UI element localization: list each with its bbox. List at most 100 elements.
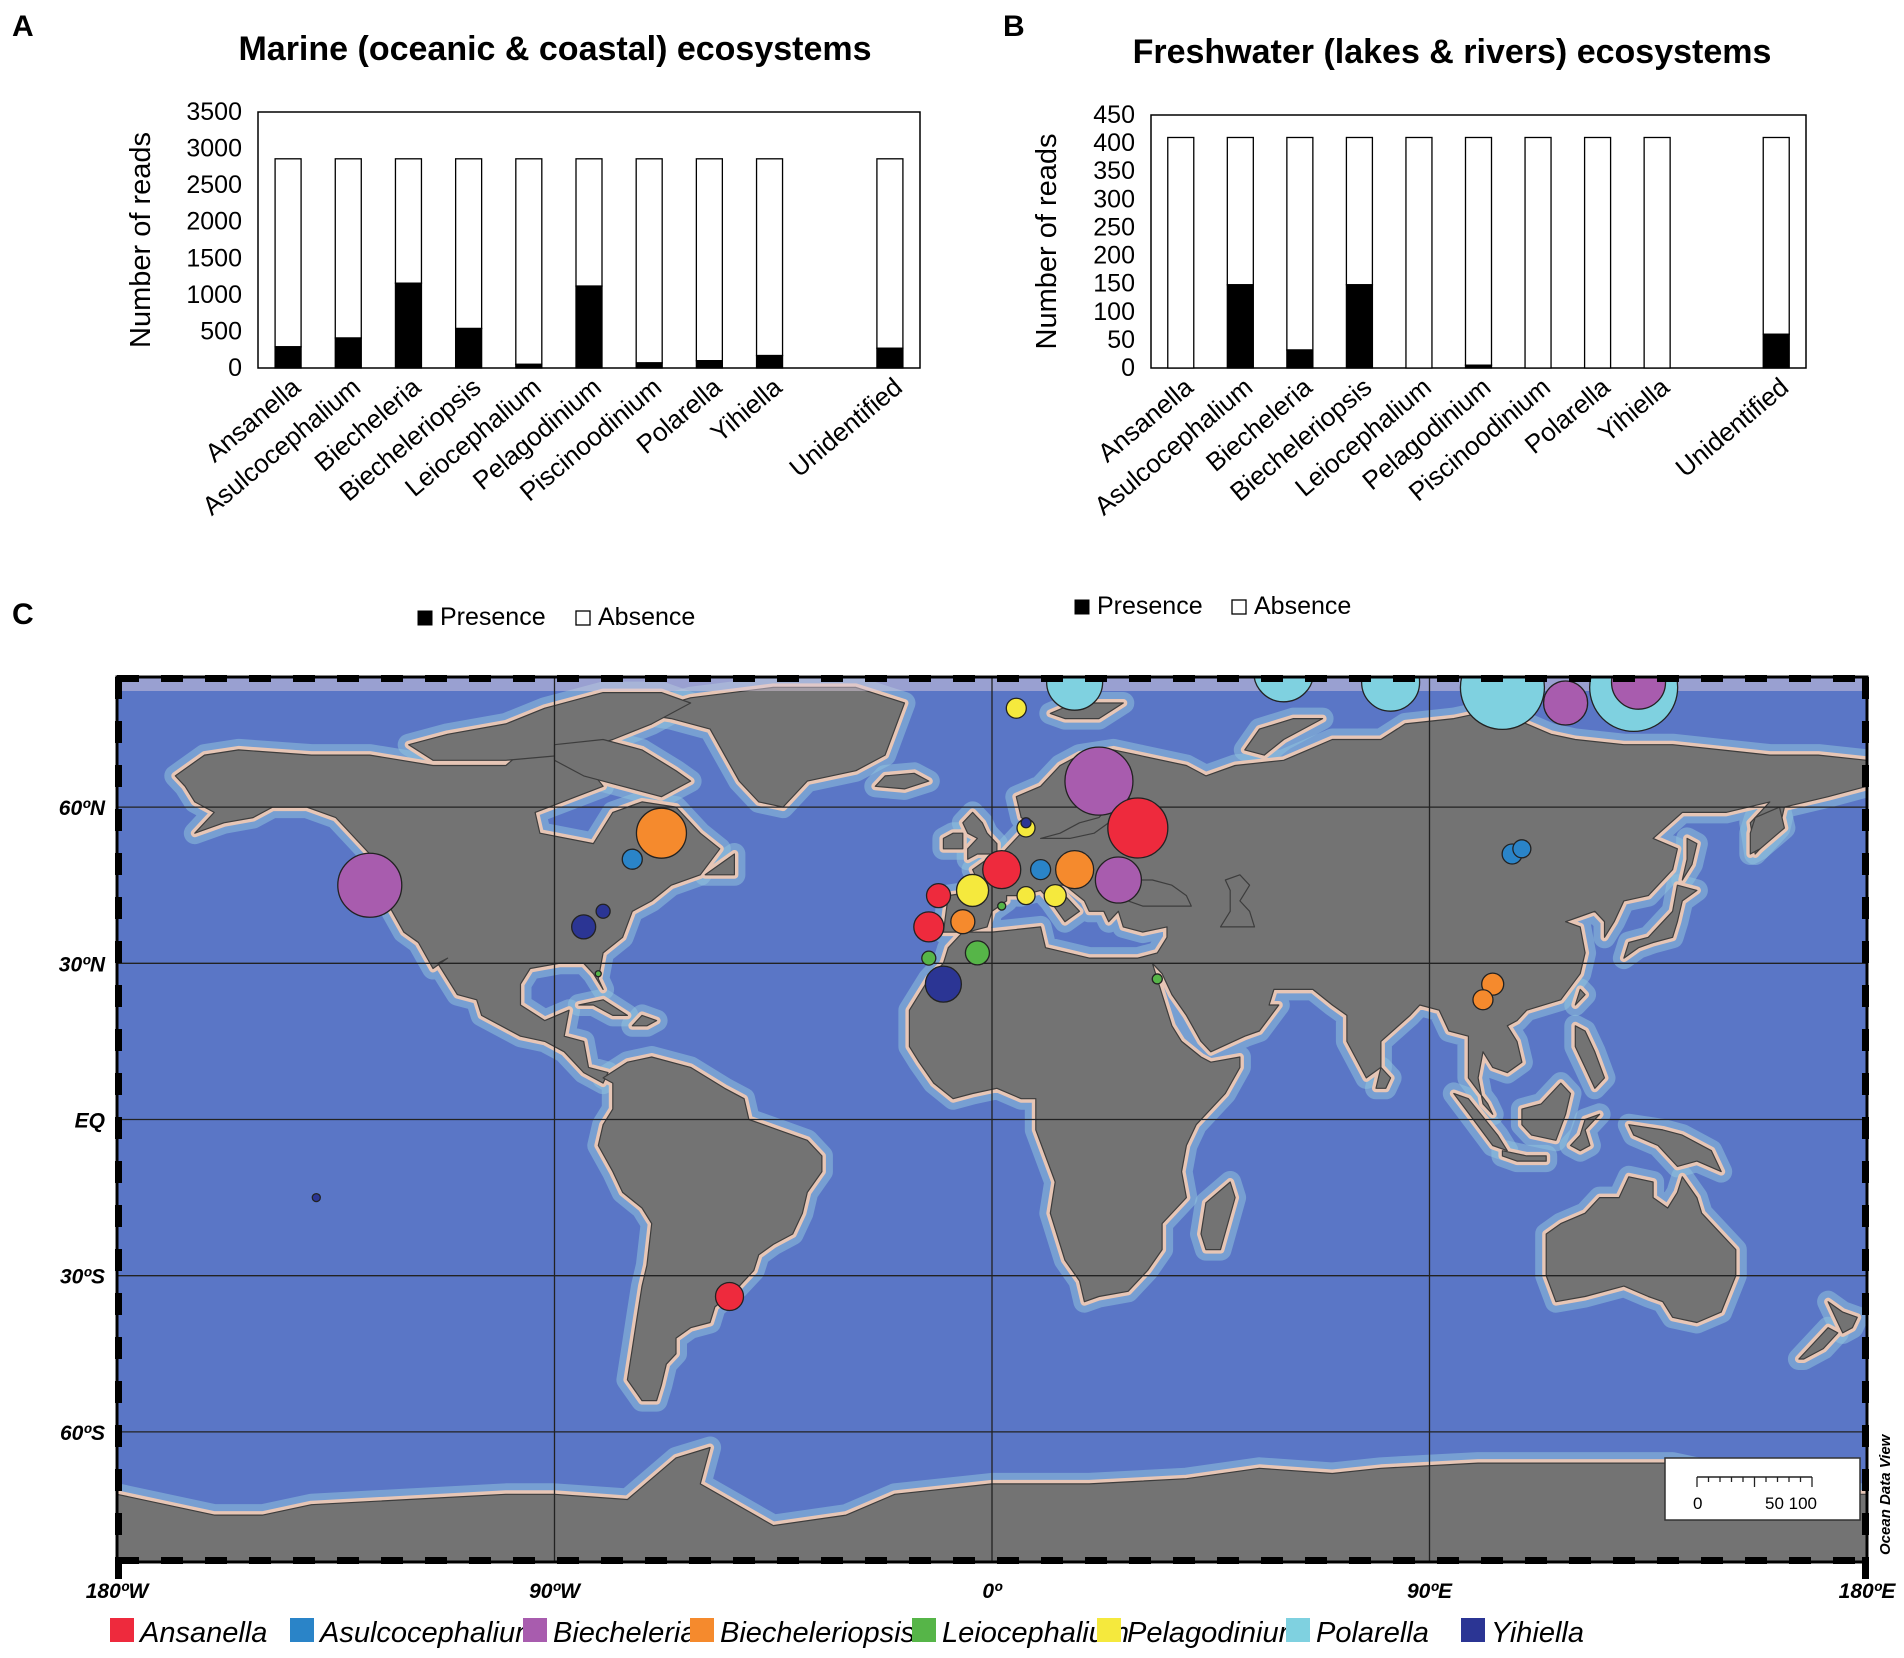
legend-presence-swatch — [417, 610, 433, 626]
frame-tick — [953, 1557, 975, 1564]
frame-tick — [865, 1557, 887, 1564]
ocean-data-view-credit: Ocean Data View — [1877, 1433, 1894, 1555]
frame-tick — [1862, 941, 1869, 963]
frame-tick — [115, 853, 122, 875]
bar-absence-ansanella — [274, 158, 302, 348]
frame-tick — [115, 985, 122, 1007]
y-tick-label: 300 — [1093, 185, 1135, 213]
legend-label-polarella: Polarella — [1316, 1617, 1429, 1649]
sample-point-pelagodinium — [955, 873, 990, 908]
bar-presence-polarella — [695, 360, 724, 369]
frame-tick — [1862, 1249, 1869, 1271]
frame-tick — [1657, 675, 1679, 682]
frame-tick — [1833, 1557, 1855, 1564]
frame-tick — [115, 1293, 122, 1315]
legend-presence-label: Presence — [440, 603, 546, 631]
frame-tick — [1789, 675, 1811, 682]
frame-tick — [115, 677, 122, 699]
frame-tick — [337, 1557, 359, 1564]
frame-tick — [117, 675, 139, 682]
frame-tick — [1862, 1557, 1869, 1579]
land-canadian-arctic — [408, 691, 692, 761]
frame-tick — [1261, 1557, 1283, 1564]
frame-tick — [115, 1073, 122, 1095]
legend-label-biecheleria: Biecheleria — [553, 1617, 696, 1649]
y-tick-label: 250 — [1093, 213, 1135, 241]
frame-tick — [513, 1557, 535, 1564]
land-borneo — [1521, 1082, 1572, 1141]
y-tick-label: 2500 — [186, 171, 242, 199]
bar-absence-polarella — [695, 158, 724, 362]
longitude-label: 0º — [982, 1580, 1003, 1603]
legend-absence-swatch — [1231, 599, 1247, 615]
frame-tick — [115, 941, 122, 963]
frame-tick — [1437, 1557, 1459, 1564]
frame-tick — [1261, 675, 1283, 682]
y-tick-label: 350 — [1093, 157, 1135, 185]
frame-tick — [1305, 675, 1327, 682]
frame-tick — [115, 1557, 122, 1579]
frame-tick — [1613, 1557, 1635, 1564]
frame-tick — [1437, 675, 1459, 682]
sample-point-biecheleriopsis — [1054, 849, 1095, 890]
frame-tick — [601, 1557, 623, 1564]
land-japan — [1623, 884, 1698, 959]
frame-tick — [865, 675, 887, 682]
frame-tick — [293, 675, 315, 682]
bar-presence-unidentified — [1762, 333, 1790, 369]
map-scale-box: 0 50 100 — [1664, 1457, 1861, 1521]
land-sri-lanka — [1375, 1066, 1392, 1089]
latitude-label: EQ — [75, 1110, 105, 1133]
frame-tick — [777, 675, 799, 682]
legend-swatch-yihiella — [1461, 1618, 1485, 1642]
frame-tick — [1701, 1557, 1723, 1564]
legend-absence-label: Absence — [1254, 592, 1351, 620]
frame-tick — [205, 1557, 227, 1564]
sample-point-ansanella — [925, 882, 952, 909]
category-label: Unidentified — [783, 372, 907, 483]
sample-point-biecheleriopsis — [950, 909, 976, 935]
y-tick-label: 3500 — [186, 98, 242, 126]
land-philippines — [1574, 1025, 1606, 1089]
bar-presence-unidentified — [876, 347, 904, 369]
marine-bar-chart: Marine (oceanic & coastal) ecosystems 0 50… — [125, 30, 921, 631]
frame-tick — [115, 1029, 122, 1051]
land-sakhalin — [1681, 837, 1698, 881]
frame-tick — [1862, 985, 1869, 1007]
legend-label-biecheleriopsis: Biecheleriopsis — [720, 1617, 915, 1649]
latitude-label: 60ºN — [59, 797, 106, 820]
bar-presence-asulcocephalium — [1226, 284, 1254, 369]
sample-point-yihiella — [571, 914, 597, 940]
bar-presence-pelagodinium — [575, 285, 603, 369]
bar-presence-biecheleriopsis — [454, 327, 483, 369]
frame-tick — [1305, 1557, 1327, 1564]
longitude-label: 90ºW — [529, 1580, 582, 1603]
y-axis-label: Number of reads — [125, 132, 157, 348]
sample-point-yihiella — [1020, 817, 1032, 829]
bar-presence-piscinoodinium — [635, 362, 663, 369]
latitude-label: 30ºN — [59, 953, 106, 976]
frame-tick — [1862, 809, 1869, 831]
frame-tick — [1862, 853, 1869, 875]
sample-point-leiocephalium — [964, 940, 991, 966]
y-tick-label: 2000 — [186, 208, 242, 236]
frame-tick — [1569, 1557, 1591, 1564]
bar-absence-yihiella — [755, 158, 784, 357]
scale-label-zero: 0 — [1693, 1494, 1702, 1513]
panel-label-b: B — [1003, 10, 1025, 43]
bar-absence-leiocephalium — [515, 158, 543, 365]
sample-point-leiocephalium — [594, 970, 602, 978]
sample-point-ansanella — [982, 849, 1022, 890]
frame-tick — [1789, 1557, 1811, 1564]
frame-tick — [1862, 1029, 1869, 1051]
frame-tick — [115, 1469, 122, 1491]
legend-label-ansanella: Ansanella — [138, 1617, 267, 1649]
category-label: Unidentified — [1670, 372, 1794, 483]
land-new-zealand-south — [1798, 1327, 1839, 1360]
bar-absence-polarella — [1583, 136, 1612, 369]
frame-tick — [1217, 1557, 1239, 1564]
sample-points — [311, 677, 1679, 1312]
sample-point-biecheleria — [337, 852, 403, 918]
legend-presence-label: Presence — [1097, 592, 1203, 620]
legend-swatch-leiocephalium — [912, 1618, 936, 1642]
